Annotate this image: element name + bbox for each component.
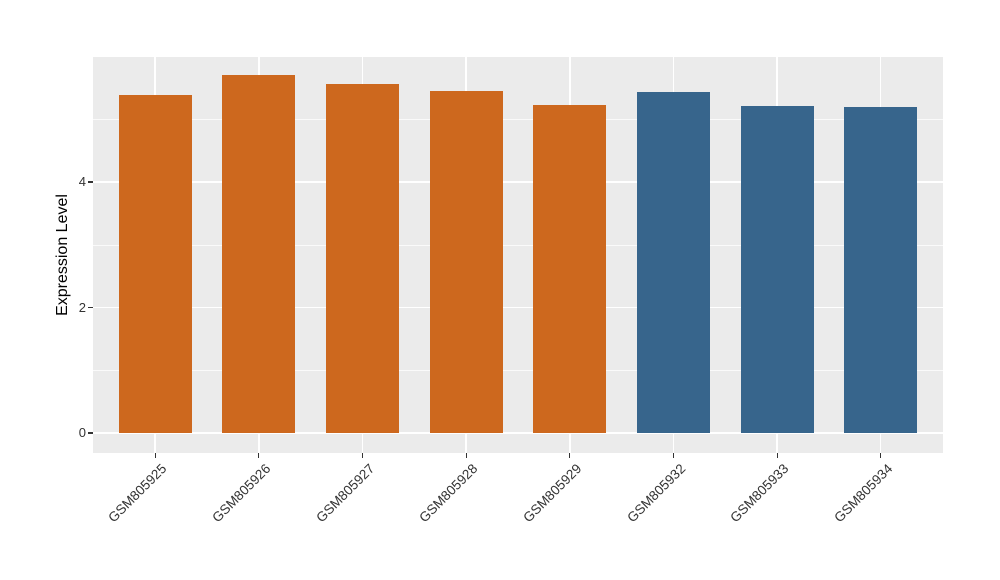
bar (118, 94, 192, 433)
bar (429, 91, 503, 433)
x-tick (258, 453, 260, 458)
y-tick (88, 181, 93, 183)
h-gridline-major (93, 181, 943, 183)
x-tick (465, 453, 467, 458)
y-tick-label: 2 (78, 299, 86, 315)
h-gridline-minor (93, 370, 943, 371)
x-tick-label: GSM805925 (105, 461, 170, 526)
x-tick (880, 453, 882, 458)
h-gridline-major (93, 306, 943, 309)
y-tick-label: 0 (78, 425, 86, 440)
y-axis-title: Expression Level (54, 194, 71, 316)
x-tick-label: GSM805928 (416, 461, 481, 526)
x-tick (672, 453, 675, 458)
x-tick (569, 453, 571, 458)
x-tick (361, 453, 364, 458)
bar (326, 84, 399, 433)
bar (740, 106, 814, 433)
bar (636, 92, 710, 433)
h-gridline-minor (93, 119, 943, 120)
y-tick (88, 432, 93, 434)
y-tick-label: 4 (78, 174, 86, 189)
bar (844, 106, 918, 433)
x-tick (776, 453, 778, 458)
h-gridline-minor (93, 244, 943, 246)
x-tick-label: GSM805927 (312, 461, 378, 526)
x-tick-label: GSM805933 (727, 461, 792, 526)
x-tick-label: GSM805932 (623, 461, 689, 526)
x-tick-label: GSM805934 (831, 461, 896, 526)
plot-panel (93, 57, 943, 453)
bar (533, 104, 607, 433)
x-tick-label: GSM805926 (209, 461, 274, 526)
y-tick (88, 306, 93, 309)
x-tick-label: GSM805929 (520, 461, 585, 526)
x-tick (154, 453, 156, 458)
bar (222, 75, 296, 433)
h-gridline-major (93, 432, 943, 434)
